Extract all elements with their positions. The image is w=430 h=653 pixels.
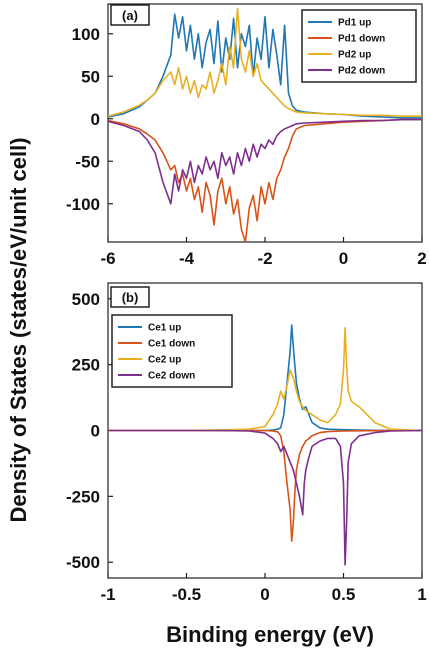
panel-a-chart: -6 -4 -2 0 2 -100 -50 0 50 100 Pd1 up Pd1 down Pd2 … xyxy=(66,3,427,268)
panel-b-legend-label: Ce1 down xyxy=(148,339,195,350)
panel-b-y-tick-label: 500 xyxy=(72,290,100,309)
x-axis-title: Binding energy (eV) xyxy=(166,622,374,647)
panel-a-x-tick-label: -4 xyxy=(179,249,195,268)
panel-b-x-tick-label: -0.5 xyxy=(172,585,201,604)
panel-b-chart: -1 -0.5 0 0.5 1 -500 -250 0 250 500 Ce1 up Ce1 dow… xyxy=(66,282,427,604)
panel-a-y-tick-label: -50 xyxy=(75,152,100,171)
panel-b-y-tick-label: 0 xyxy=(91,422,100,441)
panel-a-series-line-2 xyxy=(108,118,422,242)
panel-b-x-tick-label: 0 xyxy=(260,585,269,604)
panel-a-y-tick-label: 0 xyxy=(91,110,100,129)
panel-a-x-tick-label: -2 xyxy=(257,249,272,268)
panel-b-legend: Ce1 up Ce1 down Ce2 up Ce2 down xyxy=(111,314,233,388)
panel-b-legend-label: Ce2 down xyxy=(148,371,195,382)
panel-b-legend-label: Ce2 up xyxy=(148,355,181,366)
panel-a-legend: Pd1 up Pd1 down Pd2 up Pd2 down xyxy=(301,9,417,83)
panel-b-series-line-3 xyxy=(108,326,422,432)
panel-a-series-line-4 xyxy=(108,118,422,205)
panel-b-label-box xyxy=(110,286,150,308)
panel-a-lines xyxy=(108,7,422,242)
panel-b-y-tick-label: -500 xyxy=(66,553,100,572)
panel-b-x-tick-label: -1 xyxy=(100,585,115,604)
panel-a-legend-label: Pd1 up xyxy=(338,18,371,29)
panel-b-series-line-1 xyxy=(108,324,422,432)
panel-b-y-tick-label: -250 xyxy=(66,487,100,506)
panel-b-label-group: (b) xyxy=(110,286,150,308)
panel-a-series-line-3 xyxy=(108,7,422,117)
panel-a-legend-label: Pd2 down xyxy=(338,66,385,77)
panel-a-label: (a) xyxy=(122,8,138,23)
panel-a-legend-label: Pd2 up xyxy=(338,50,371,61)
y-axis-title: Density of States (states/eV/unit cell) xyxy=(6,137,31,522)
panel-b-y-tick-label: 250 xyxy=(72,356,100,375)
panel-a-legend-label: Pd1 down xyxy=(338,34,385,45)
panel-b-x-tick-label: 1 xyxy=(417,585,426,604)
panel-a-x-tick-label: -6 xyxy=(100,249,115,268)
panel-b-series-line-2 xyxy=(108,429,422,542)
panel-a-x-tick-label: 0 xyxy=(339,249,348,268)
panel-b-label: (b) xyxy=(122,290,139,305)
panel-a-y-tick-label: 100 xyxy=(72,25,100,44)
panel-a-y-tick-label: 50 xyxy=(81,67,100,86)
panel-b-ticks: -1 -0.5 0 0.5 1 -500 -250 0 250 500 xyxy=(66,290,427,604)
panel-a-y-tick-label: -100 xyxy=(66,195,100,214)
panel-b-series-line-4 xyxy=(108,429,422,566)
panel-b-x-tick-label: 0.5 xyxy=(332,585,356,604)
panel-a-label-box xyxy=(110,4,150,26)
panel-a-label-group: (a) xyxy=(110,4,150,26)
panel-a-x-tick-label: 2 xyxy=(417,249,426,268)
panel-b-legend-label: Ce1 up xyxy=(148,323,181,334)
panel-b-lines xyxy=(108,324,422,566)
panel-a-ticks: -6 -4 -2 0 2 -100 -50 0 50 100 xyxy=(66,25,427,268)
